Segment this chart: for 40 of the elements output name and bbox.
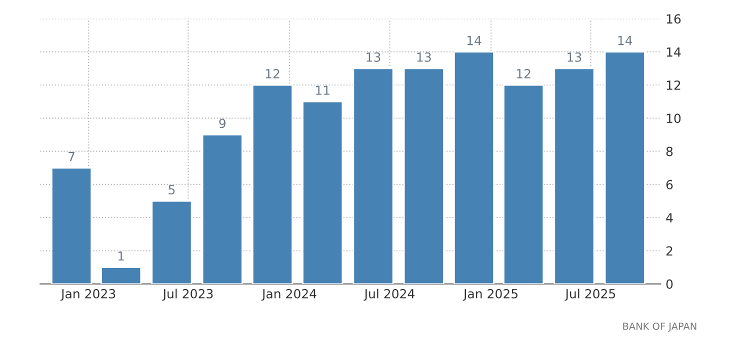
y-tick-label: 4 [666,213,673,222]
bar [453,51,495,284]
y-tick-label: 12 [666,80,680,90]
x-tick-label: Jan 2024 [261,288,316,301]
bar [51,167,92,284]
bar [352,68,394,284]
x-tick-label: Jul 2023 [162,288,213,301]
data-label: 5 [168,185,175,194]
data-label: 14 [467,36,482,46]
y-tick-label: 0 [666,279,673,289]
y-tick-label: 8 [666,146,673,156]
data-label: 13 [366,52,380,62]
y-tick-label: 2 [666,246,672,256]
x-tick-label: Jul 2025 [564,288,616,301]
bar [302,100,344,284]
bar [604,51,646,284]
bar [554,68,595,284]
data-label: 13 [568,52,582,62]
data-label: 11 [316,86,330,95]
y-tick-label: 16 [666,14,681,24]
x-tick-label: Jan 2023 [60,288,116,301]
data-label: 12 [266,68,280,78]
data-label: 9 [219,118,226,128]
bar [151,200,192,284]
text: BANK OF JAPAN [623,322,696,332]
bar [403,68,444,284]
data-label: 1 [118,251,124,261]
y-tick-label: 14 [666,47,681,57]
bar [252,84,294,284]
bar [202,134,243,284]
bar [503,84,544,284]
x-tick-label: Jul 2024 [364,288,414,301]
data-label: 14 [618,36,632,46]
y-tick-label: 6 [666,180,673,190]
data-label: 12 [516,68,530,78]
y-tick-label: 10 [666,114,681,124]
data-label: 13 [417,52,431,62]
data-label: 7 [68,152,74,162]
bar [100,266,142,284]
x-tick-label: Jan 2025 [462,288,518,301]
